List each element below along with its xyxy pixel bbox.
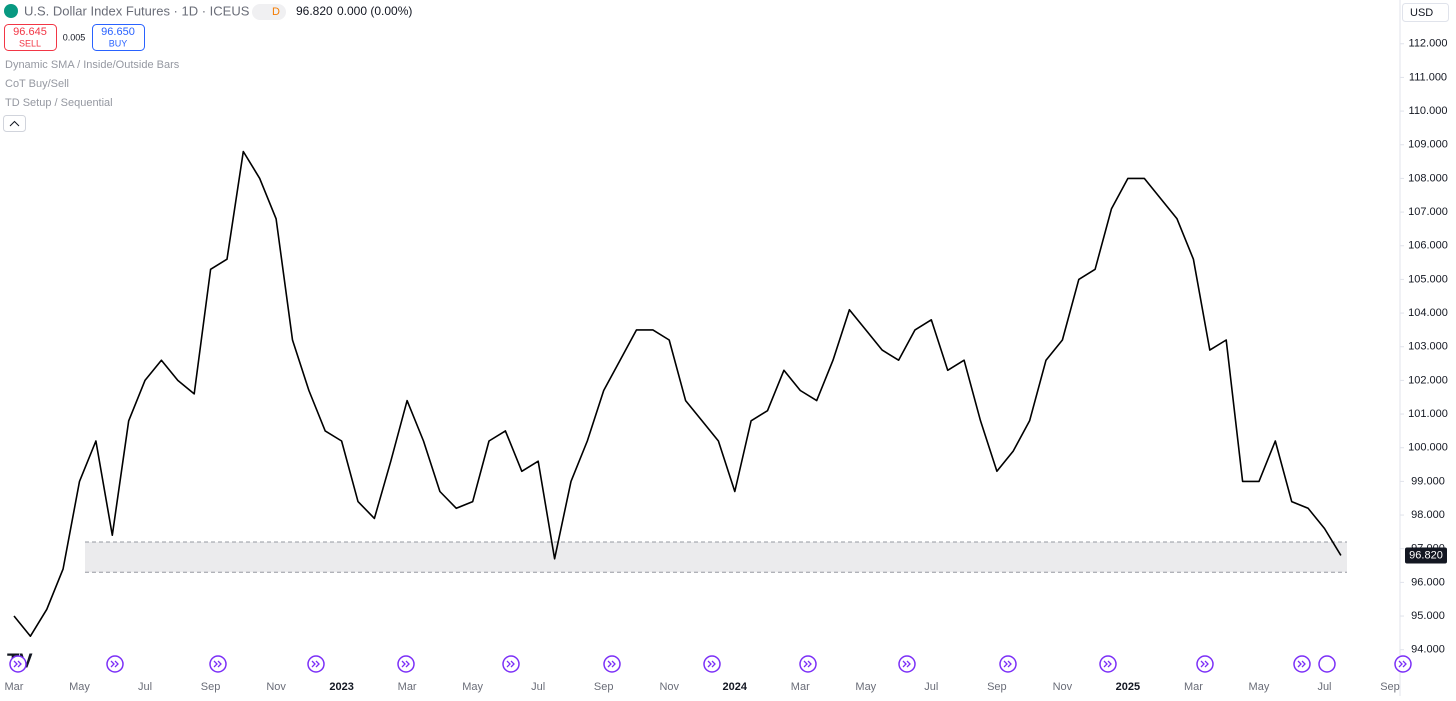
indicator-label: CoT Buy/Sell <box>5 78 69 90</box>
event-icon <box>106 655 124 673</box>
buy-button[interactable] <box>92 24 145 51</box>
symbol-logo <box>4 4 18 18</box>
y-tick-label: 110.000 <box>1409 105 1448 117</box>
event-arrow <box>506 660 515 668</box>
event-arrow <box>311 660 320 668</box>
event-icon <box>1293 655 1311 673</box>
price-tag-label: 96.820 <box>1409 549 1443 561</box>
event-arrow <box>110 660 119 668</box>
event-arrow <box>803 660 812 668</box>
x-tick-label: Sep <box>1380 681 1400 693</box>
sell-button[interactable] <box>4 24 57 51</box>
x-tick-label: Sep <box>201 681 221 693</box>
x-tick-label: Mar <box>1184 681 1203 693</box>
sell-label: SELL <box>19 38 41 48</box>
y-tick-label: 94.000 <box>1411 644 1445 656</box>
event-icon <box>307 655 325 673</box>
x-tick-label: Sep <box>987 681 1007 693</box>
event-arrow <box>707 660 716 668</box>
currency: USD <box>1410 7 1433 19</box>
y-tick-label: 107.000 <box>1408 206 1448 218</box>
x-tick-label: Nov <box>659 681 679 693</box>
y-tick-label: 98.000 <box>1411 509 1445 521</box>
x-tick-label: Sep <box>594 681 614 693</box>
event-arrow <box>1398 660 1407 668</box>
x-tick-label: Jul <box>138 681 152 693</box>
x-tick-label: Nov <box>1053 681 1073 693</box>
x-tick-label: May <box>855 681 876 693</box>
event-arrow <box>1103 660 1112 668</box>
y-tick-label: 108.000 <box>1408 172 1448 184</box>
y-tick-label: 103.000 <box>1408 341 1448 353</box>
sell-price: 96.645 <box>13 26 47 38</box>
event-icon <box>397 655 415 673</box>
y-tick-label: 99.000 <box>1411 475 1445 487</box>
currency-button[interactable] <box>1402 3 1449 22</box>
x-tick-label: Jul <box>924 681 938 693</box>
x-tick-label: Mar <box>398 681 417 693</box>
delay-label: D <box>272 6 280 18</box>
event-icon <box>703 655 721 673</box>
y-tick-label: 102.000 <box>1408 374 1448 386</box>
event-arrow <box>902 660 911 668</box>
x-tick-label: May <box>462 681 483 693</box>
price-change: 0.000 (0.00%) <box>337 4 412 18</box>
shaded-zone <box>85 541 1347 573</box>
event-icon <box>1394 655 1412 673</box>
x-tick-label: Jul <box>531 681 545 693</box>
buy-label: BUY <box>109 38 128 48</box>
event-icon <box>1196 655 1214 673</box>
event-icon <box>799 655 817 673</box>
collapse-button[interactable] <box>3 115 26 132</box>
y-tick-label: 109.000 <box>1408 139 1448 151</box>
y-tick-label: 105.000 <box>1408 273 1448 285</box>
x-tick-label: Jul <box>1317 681 1331 693</box>
event-icon <box>502 655 520 673</box>
price-tag <box>1405 547 1447 564</box>
indicator-label: Dynamic SMA / Inside/Outside Bars <box>5 59 180 71</box>
event-arrow <box>401 660 410 668</box>
event-arrow <box>607 660 616 668</box>
x-tick-label: Mar <box>791 681 810 693</box>
event-arrow <box>13 660 22 668</box>
x-tick-label: 2025 <box>1116 681 1140 693</box>
x-tick-label: May <box>1249 681 1270 693</box>
event-icon <box>9 655 27 673</box>
delay-badge <box>252 4 286 20</box>
y-tick-label: 104.000 <box>1408 307 1448 319</box>
indicator-label: TD Setup / Sequential <box>5 97 113 109</box>
x-tick-label: Nov <box>266 681 286 693</box>
x-tick-label: 2024 <box>723 681 748 693</box>
buy-price: 96.650 <box>101 26 135 38</box>
event-icon <box>209 655 227 673</box>
spread: 0.005 <box>63 32 86 42</box>
event-arrow <box>1200 660 1209 668</box>
x-tick-label: 2023 <box>329 681 353 693</box>
last-price: 96.820 <box>296 4 333 18</box>
event-arrow <box>1297 660 1306 668</box>
event-icon <box>999 655 1017 673</box>
y-tick-label: 96.000 <box>1411 576 1445 588</box>
collapse-icon <box>9 120 20 127</box>
y-tick-label: 112.000 <box>1409 38 1448 50</box>
price-line <box>13 150 1342 637</box>
event-icon <box>1318 655 1336 673</box>
y-tick-label: 106.000 <box>1408 240 1448 252</box>
event-icon <box>1099 655 1117 673</box>
y-tick-label: 95.000 <box>1411 610 1445 622</box>
symbol-title: U.S. Dollar Index Futures · 1D · ICEUS <box>24 3 250 18</box>
event-arrow <box>213 660 222 668</box>
event-icon <box>898 655 916 673</box>
x-tick-label: Mar <box>5 681 24 693</box>
event-arrow <box>1003 660 1012 668</box>
y-tick-label: 111.000 <box>1409 71 1447 83</box>
x-tick-label: May <box>69 681 90 693</box>
y-tick-label: 101.000 <box>1408 408 1448 420</box>
y-tick-label: 100.000 <box>1408 442 1448 454</box>
event-icon <box>603 655 621 673</box>
